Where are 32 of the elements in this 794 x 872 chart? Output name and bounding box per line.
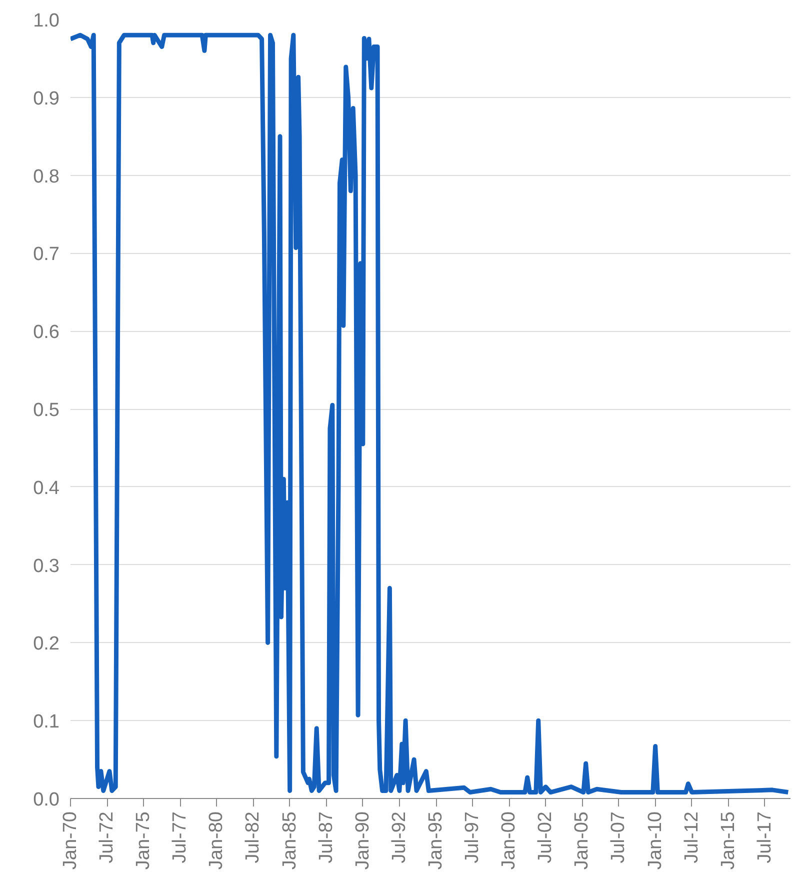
x-tick-label: Jan-90 xyxy=(352,811,374,870)
y-tick-label: 0.7 xyxy=(33,244,60,266)
y-tick-label: 0.9 xyxy=(33,88,60,110)
y-tick-label: 0.8 xyxy=(33,166,60,188)
x-tick-label: Jan-05 xyxy=(572,811,593,870)
y-tick-label: 0.0 xyxy=(33,790,60,810)
x-tick-label: Jan-10 xyxy=(644,811,666,870)
y-tick-label: 1.0 xyxy=(33,10,60,32)
x-tick-label: Jul-82 xyxy=(242,812,264,864)
y-tick-label: 0.4 xyxy=(33,478,60,499)
x-tick-label: Jul-92 xyxy=(388,812,410,864)
x-tick-label: Jul-07 xyxy=(608,812,630,864)
x-tick-label: Jan-95 xyxy=(426,811,447,870)
x-tick-label: Jul-02 xyxy=(535,812,556,864)
x-tick-label: Jul-97 xyxy=(462,812,484,864)
y-tick-label: 0.5 xyxy=(33,400,60,421)
x-tick-label: Jul-72 xyxy=(96,812,118,864)
x-tick-label: Jan-70 xyxy=(60,811,81,870)
y-tick-label: 0.1 xyxy=(33,712,60,733)
line-series xyxy=(70,32,790,795)
x-tick-label: Jan-75 xyxy=(133,811,154,870)
y-tick-label: 0.6 xyxy=(33,322,60,344)
x-tick-label: Jul-77 xyxy=(170,812,191,864)
x-tick-label: Jan-15 xyxy=(718,811,739,870)
x-tick-label: Jul-12 xyxy=(681,812,702,864)
x-tick-label: Jul-17 xyxy=(754,812,776,864)
y-tick-label: 0.2 xyxy=(33,634,60,655)
x-tick-label: Jul-87 xyxy=(316,812,337,864)
y-tick-label: 0.3 xyxy=(33,556,60,577)
x-tick-label: Jan-00 xyxy=(498,811,520,870)
x-tick-label: Jan-85 xyxy=(279,811,300,870)
x-tick-label: Jan-80 xyxy=(206,811,228,870)
